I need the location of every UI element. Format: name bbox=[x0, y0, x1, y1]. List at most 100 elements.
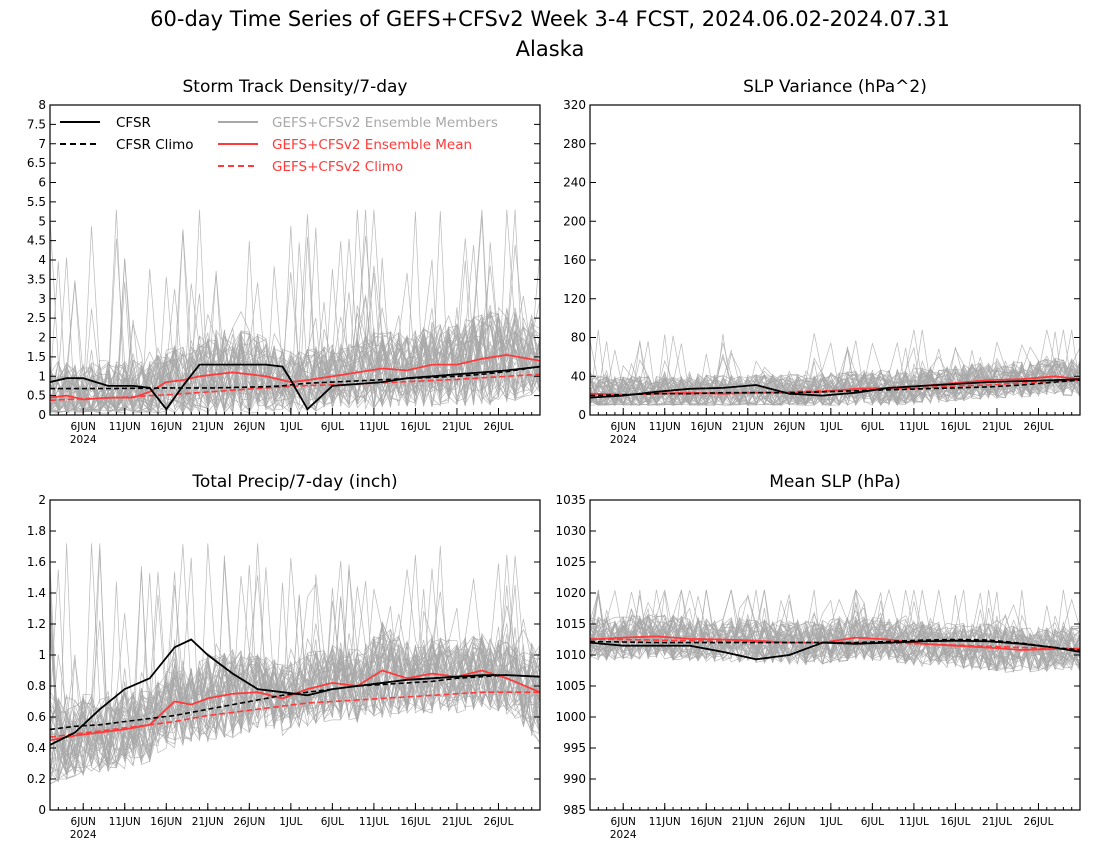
x-tick-label: 11JUN bbox=[649, 816, 681, 828]
ensemble-member-line bbox=[50, 613, 540, 780]
x-tick-label: 16JUN bbox=[690, 421, 722, 433]
ensemble-member-line bbox=[50, 620, 540, 775]
y-tick-label: 320 bbox=[563, 98, 586, 112]
x-tick-label: 6JUN bbox=[71, 816, 96, 828]
cfsr-line bbox=[590, 639, 1080, 661]
y-tick-label: 120 bbox=[563, 292, 586, 306]
x-tick-label: 6JUN bbox=[611, 816, 636, 828]
x-tick-label: 26JUN bbox=[773, 421, 805, 433]
x-tick-label: 16JUN bbox=[690, 816, 722, 828]
mean-slp-panel: Mean SLP (hPa) 985 990 995 1000 1005 1010 1015… bbox=[555, 472, 1081, 841]
x-tick-label: 16JUL bbox=[940, 421, 970, 433]
panel-title: SLP Variance (hPa^2) bbox=[743, 77, 927, 97]
y-tick-label: 1.4 bbox=[27, 586, 46, 600]
cfsr-climo-line bbox=[590, 379, 1080, 397]
x-tick-label: 6JUL bbox=[321, 421, 344, 433]
y-tick-label: 80 bbox=[571, 331, 586, 345]
x-tick-label: 6JUN bbox=[611, 421, 636, 433]
ensemble-members bbox=[50, 543, 540, 785]
x-tick-label: 21JUN bbox=[732, 816, 764, 828]
ensemble-member-line bbox=[50, 635, 540, 780]
y-tick-label: 200 bbox=[563, 214, 586, 228]
y-tick-label: 1.2 bbox=[27, 617, 46, 631]
y-tick-label: 1035 bbox=[555, 493, 586, 507]
ensemble-member-line bbox=[590, 359, 1080, 406]
y-tick-label: 1000 bbox=[555, 710, 586, 724]
y-tick-label: 280 bbox=[563, 137, 586, 151]
y-tick-label: 1.8 bbox=[27, 524, 46, 538]
y-tick-label: 2 bbox=[38, 331, 46, 345]
panel-title: Mean SLP (hPa) bbox=[769, 472, 901, 492]
x-tick-label: 26JUN bbox=[233, 816, 265, 828]
figure-title: 60-day Time Series of GEFS+CFSv2 Week 3-… bbox=[150, 7, 950, 31]
legend-label-gefs-climo: GEFS+CFSv2 Climo bbox=[272, 159, 403, 175]
y-tick-label: 8 bbox=[38, 98, 46, 112]
x-tick-label: 1JUL bbox=[819, 421, 842, 433]
ensemble-mean-line bbox=[590, 635, 1080, 651]
slp-variance-panel: SLP Variance (hPa^2) 0 40 80 120 160 200 240 28… bbox=[563, 77, 1081, 446]
ensemble-member-line bbox=[590, 589, 1080, 670]
y-tick-label: 985 bbox=[563, 803, 586, 817]
y-tick-label: 1030 bbox=[555, 524, 586, 538]
ensemble-member-line bbox=[590, 329, 1080, 406]
panel-title: Total Precip/7-day (inch) bbox=[191, 472, 397, 492]
x-tick-label: 26JUN bbox=[233, 421, 265, 433]
x-tick-label: 21JUL bbox=[982, 421, 1012, 433]
ensemble-member-line bbox=[590, 359, 1080, 407]
gefs-climo-line bbox=[50, 691, 540, 738]
ensemble-member-line bbox=[50, 215, 540, 414]
x-tick-label: 21JUL bbox=[442, 421, 472, 433]
panel-title: Storm Track Density/7-day bbox=[183, 77, 408, 97]
y-tick-label: 1005 bbox=[555, 679, 586, 693]
ensemble-member-line bbox=[590, 364, 1080, 406]
ensemble-member-line bbox=[590, 329, 1080, 407]
total-precip-panel: Total Precip/7-day (inch) 0 0.2 0.4 0.6 0.8 1… bbox=[27, 472, 541, 841]
ensemble-member-line bbox=[590, 589, 1080, 672]
y-tick-label: 3 bbox=[38, 292, 46, 306]
y-tick-label: 0 bbox=[38, 803, 46, 817]
y-tick-label: 1020 bbox=[555, 586, 586, 600]
y-tick-label: 6 bbox=[38, 176, 46, 190]
x-tick-label: 11JUN bbox=[109, 816, 141, 828]
y-tick-label: 0 bbox=[578, 408, 586, 422]
cfsr-climo-line bbox=[50, 674, 540, 731]
x-tick-label: 16JUL bbox=[940, 816, 970, 828]
x-year-label: 2024 bbox=[610, 829, 637, 841]
x-tick-label: 16JUL bbox=[400, 421, 430, 433]
ensemble-member-line bbox=[50, 211, 540, 414]
legend-label-cfsr: CFSR bbox=[116, 115, 151, 131]
y-tick-label: 40 bbox=[571, 369, 586, 383]
x-tick-label: 11JUN bbox=[109, 421, 141, 433]
x-tick-label: 1JUL bbox=[279, 421, 302, 433]
y-tick-label: 7 bbox=[38, 137, 46, 151]
x-tick-label: 11JUL bbox=[359, 816, 389, 828]
x-tick-label: 21JUN bbox=[192, 421, 224, 433]
x-tick-label: 11JUN bbox=[649, 421, 681, 433]
x-tick-label: 21JUN bbox=[732, 421, 764, 433]
cfsr-line bbox=[590, 378, 1080, 399]
y-tick-label: 1025 bbox=[555, 555, 586, 569]
x-tick-label: 21JUL bbox=[982, 816, 1012, 828]
ensemble-member-line bbox=[590, 589, 1080, 670]
x-tick-label: 11JUL bbox=[899, 816, 929, 828]
ensemble-member-line bbox=[50, 543, 540, 782]
x-tick-label: 21JUL bbox=[442, 816, 472, 828]
cfsr-line bbox=[50, 638, 540, 746]
ensemble-member-line bbox=[590, 589, 1080, 673]
mean-slp-plot: 985 990 995 1000 1005 1010 1015 1020 1025 1030 103… bbox=[555, 493, 1081, 841]
slp-variance-plot: 0 40 80 120 160 200 240 280 320 6JUN 11JUN 16JUN 21J… bbox=[563, 98, 1081, 446]
storm-track-density-panel: Storm Track Density/7-day 0 0.5 1 1.5 2 2.5 3 3… bbox=[27, 77, 541, 446]
ensemble-member-line bbox=[590, 589, 1080, 670]
y-tick-label: 5.5 bbox=[27, 195, 46, 209]
y-tick-label: 1.6 bbox=[27, 555, 46, 569]
ensemble-member-line bbox=[50, 641, 540, 774]
ensemble-member-line bbox=[590, 333, 1080, 406]
x-tick-label: 16JUN bbox=[150, 816, 182, 828]
legend: CFSR CFSR Climo GEFS+CFSv2 Ensemble Memb… bbox=[60, 115, 498, 175]
x-tick-label: 16JUN bbox=[150, 421, 182, 433]
x-tick-label: 26JUL bbox=[483, 421, 513, 433]
storm-track-density-plot: 0 0.5 1 1.5 2 2.5 3 3.5 4 4.5 5 5.5 6 6.5 7 7.5 8 6JUN 11J… bbox=[27, 98, 541, 446]
ensemble-members bbox=[590, 588, 1080, 674]
